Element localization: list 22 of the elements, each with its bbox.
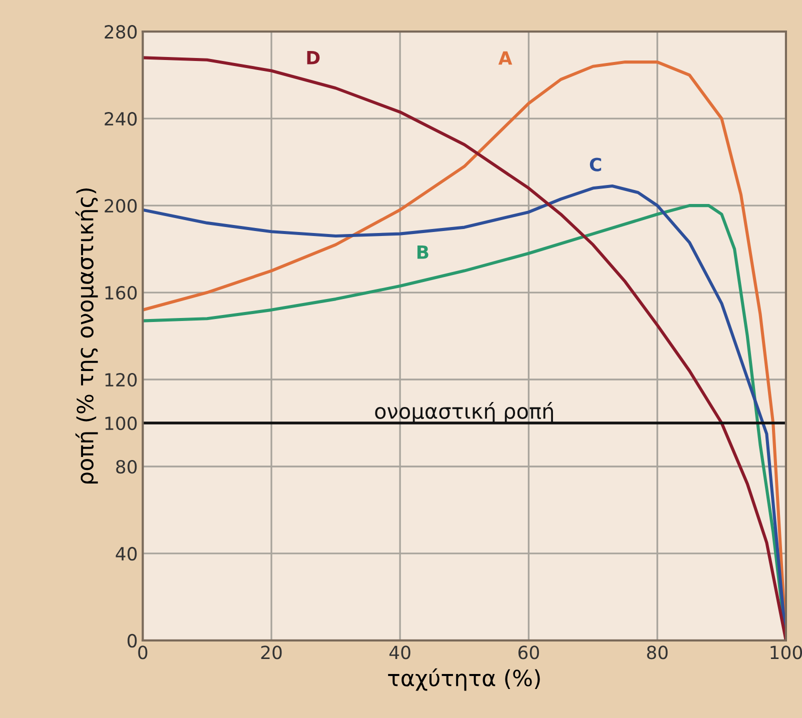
series-label: C <box>590 158 602 172</box>
x-tick-label: 80 <box>647 646 668 660</box>
y-tick-label: 80 <box>116 460 137 474</box>
ref-line-label: ονομαστική ροπή <box>375 402 553 424</box>
series-label: B <box>417 246 428 259</box>
y-tick-label: 240 <box>104 112 137 126</box>
y-tick-label: 0 <box>128 634 137 648</box>
x-tick-label: 60 <box>518 646 539 660</box>
x-tick-label: 40 <box>389 646 410 660</box>
text: A <box>498 51 512 65</box>
y-tick-label: 160 <box>105 286 137 300</box>
y-tick-label: 100 <box>105 416 137 430</box>
x-tick-label: 0 <box>138 646 148 660</box>
y-tick-label: 200 <box>104 199 137 213</box>
x-tick-label: 20 <box>261 646 282 660</box>
y-tick-label: 40 <box>116 546 137 561</box>
y-axis-title: ροπή (% της ονομαστικής) <box>75 188 98 484</box>
x-tick-label: 100 <box>770 646 802 660</box>
y-tick-label: 120 <box>105 372 137 387</box>
series-label: D <box>307 51 320 64</box>
x-axis-title: ταχύτητα (%) <box>388 668 540 691</box>
y-tick-label: 280 <box>104 25 137 39</box>
